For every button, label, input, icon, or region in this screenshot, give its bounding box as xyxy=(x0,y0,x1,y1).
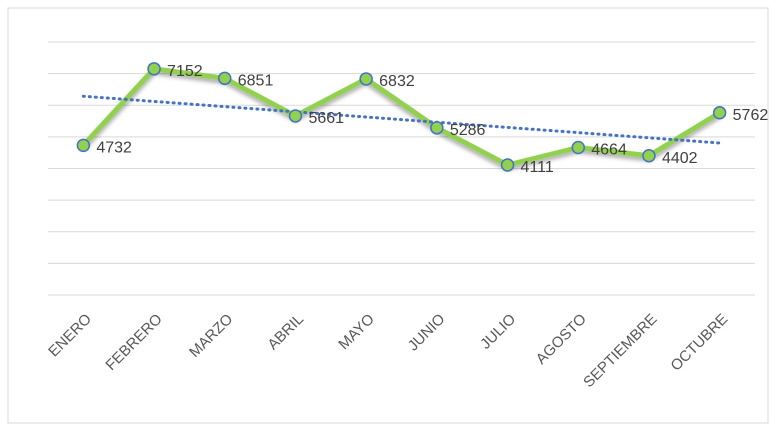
data-label: 6851 xyxy=(238,73,274,90)
data-point xyxy=(288,109,303,123)
chart-border xyxy=(7,7,769,424)
data-label: 4402 xyxy=(662,150,698,167)
data-point xyxy=(712,106,727,120)
data-label: 7152 xyxy=(167,63,203,80)
data-label: 6832 xyxy=(379,73,415,90)
data-point xyxy=(147,62,161,76)
data-line xyxy=(81,66,721,168)
data-point xyxy=(359,72,373,86)
data-point xyxy=(218,71,232,86)
data-label: 4664 xyxy=(591,142,627,159)
data-label: 5286 xyxy=(450,122,486,139)
data-label: 5762 xyxy=(733,107,769,124)
data-point xyxy=(571,140,585,155)
data-label: 4111 xyxy=(521,159,554,176)
data-label: 5661 xyxy=(308,110,344,127)
data-point xyxy=(76,138,91,153)
data-point xyxy=(642,149,656,163)
data-point xyxy=(500,158,515,172)
trendline xyxy=(81,94,722,145)
data-label: 4732 xyxy=(96,140,132,157)
data-point xyxy=(430,121,444,135)
